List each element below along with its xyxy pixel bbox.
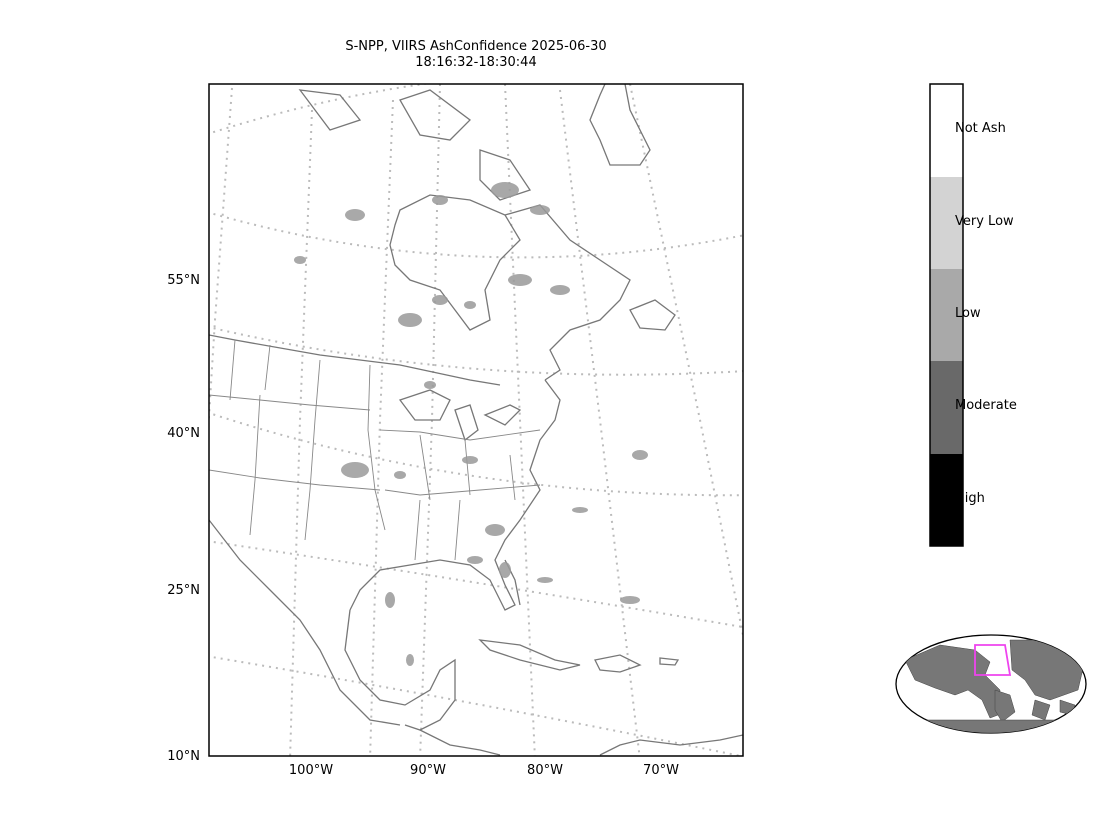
- colorbar-swatch-very-low: [930, 177, 963, 269]
- lon-label-70w: 70°W: [643, 763, 679, 778]
- inset-extent-box: [974, 644, 1012, 676]
- colorbar-swatch-moderate: [930, 361, 963, 454]
- map-frame: [208, 83, 744, 757]
- lon-label-80w: 80°W: [527, 763, 563, 778]
- lat-label-40: 40°N: [167, 426, 200, 441]
- map-content: [209, 84, 743, 756]
- colorbar-label-high: High: [955, 491, 985, 506]
- lat-label-25: 25°N: [167, 583, 200, 598]
- colorbar-swatch-low: [930, 269, 963, 361]
- colorbar-swatch-not-ash: [930, 84, 963, 177]
- inset-globe: [895, 634, 1087, 734]
- lat-label-10: 10°N: [167, 749, 200, 764]
- inset-land: [904, 639, 1086, 733]
- colorbar-label-moderate: Moderate: [955, 398, 1017, 413]
- title-line-1: S-NPP, VIIRS AshConfidence 2025-06-30: [345, 39, 607, 54]
- lon-label-100w: 100°W: [288, 763, 334, 778]
- political-borders: [209, 339, 541, 561]
- graticule: [209, 84, 743, 756]
- colorbar-frame: [929, 83, 964, 547]
- colorbar-label-not-ash: Not Ash: [955, 121, 1006, 136]
- map-title: S-NPP, VIIRS AshConfidence 2025-06-30 18…: [276, 39, 676, 71]
- colorbar-label-low: Low: [955, 306, 981, 321]
- coastlines: [209, 84, 743, 756]
- ash-pixels: [294, 182, 648, 666]
- title-line-2: 18:16:32-18:30:44: [415, 55, 537, 70]
- colorbar: [929, 83, 964, 547]
- colorbar-swatch-high: [930, 454, 963, 546]
- colorbar-label-very-low: Very Low: [955, 214, 1014, 229]
- lon-label-90w: 90°W: [410, 763, 446, 778]
- lat-label-55: 55°N: [167, 273, 200, 288]
